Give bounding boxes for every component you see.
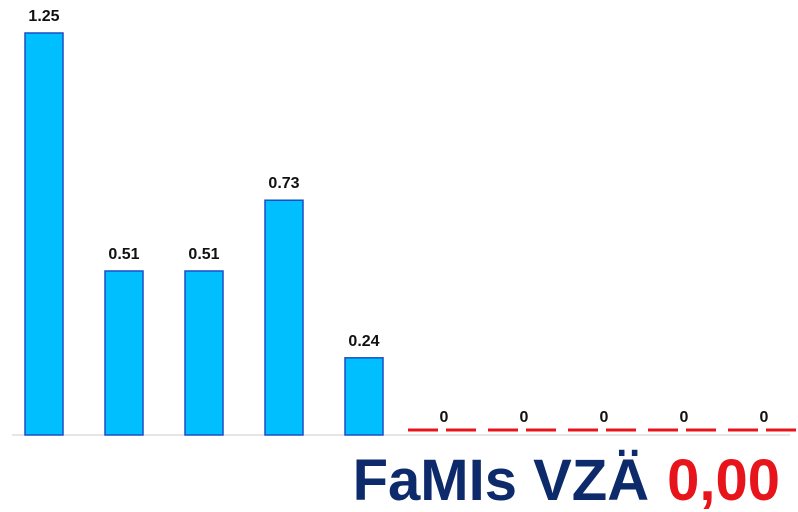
- value-label: 1.25: [28, 8, 59, 25]
- bar: [344, 357, 384, 436]
- value-label: 0.73: [268, 175, 299, 192]
- value-label: 0: [440, 409, 449, 426]
- bar: [184, 270, 224, 436]
- value-label: 0.51: [188, 246, 219, 263]
- bar: [104, 270, 144, 436]
- value-label: 0.51: [108, 246, 139, 263]
- value-label: 0.24: [348, 333, 379, 350]
- bar: [264, 199, 304, 436]
- chart-title-group: FaMIs VZÄ 0,00: [353, 448, 780, 512]
- chart-title: FaMIs VZÄ: [353, 448, 650, 512]
- value-label: 0: [600, 409, 609, 426]
- value-label: 0: [760, 409, 769, 426]
- value-label: 0: [520, 409, 529, 426]
- bar: [24, 32, 64, 436]
- value-label: 0: [680, 409, 689, 426]
- total-label: 0,00: [667, 448, 780, 512]
